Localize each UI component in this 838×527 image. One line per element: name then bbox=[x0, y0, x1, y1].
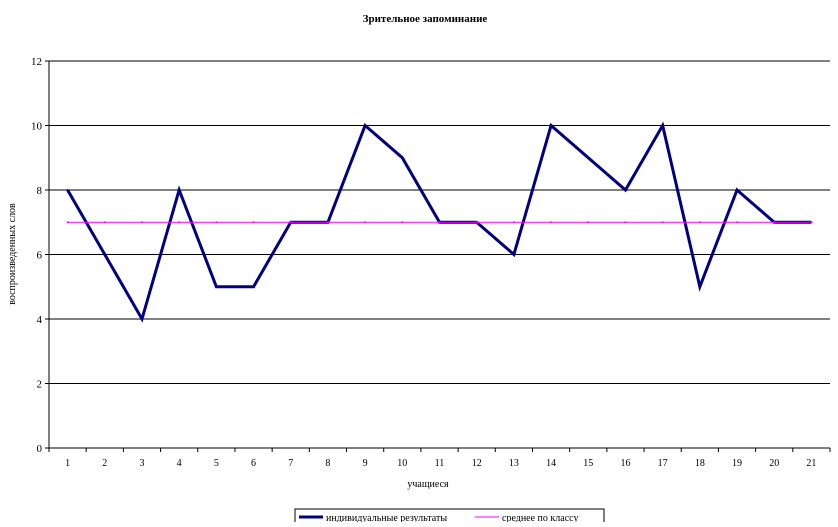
x-tick-label: 15 bbox=[583, 458, 593, 469]
y-axis-label: воспроизведенных слов bbox=[7, 203, 18, 305]
x-tick-label: 18 bbox=[695, 458, 705, 469]
y-tick-label: 2 bbox=[37, 379, 43, 391]
data-point bbox=[364, 221, 367, 224]
data-point bbox=[736, 189, 739, 191]
data-point bbox=[624, 189, 627, 191]
series-2 bbox=[66, 221, 813, 224]
y-tick-label: 8 bbox=[37, 185, 43, 197]
data-point bbox=[103, 253, 106, 256]
chart-title: Зрительное запоминание bbox=[363, 13, 488, 25]
data-point bbox=[661, 221, 664, 224]
legend: индивидуальные результаты среднее по клас… bbox=[294, 508, 605, 526]
y-tick-label: 0 bbox=[37, 443, 43, 455]
data-point bbox=[587, 156, 590, 159]
x-tick-label: 20 bbox=[769, 458, 779, 469]
y-tick-label: 4 bbox=[37, 314, 43, 326]
x-tick-label: 7 bbox=[288, 458, 293, 469]
data-point bbox=[289, 221, 292, 224]
x-tick-label: 3 bbox=[139, 458, 144, 469]
x-tick-label: 13 bbox=[509, 458, 519, 469]
x-tick-label: 8 bbox=[325, 458, 330, 469]
data-point bbox=[698, 221, 701, 224]
data-point bbox=[810, 221, 813, 224]
data-point bbox=[736, 221, 739, 224]
data-point bbox=[178, 189, 181, 191]
x-tick-label: 17 bbox=[658, 458, 668, 469]
data-point bbox=[401, 221, 404, 224]
data-point bbox=[401, 156, 404, 159]
data-point bbox=[140, 318, 143, 320]
data-point bbox=[438, 221, 441, 224]
data-point bbox=[550, 221, 553, 224]
x-tick-label: 10 bbox=[397, 458, 407, 469]
x-tick-label: 21 bbox=[806, 458, 816, 469]
data-point bbox=[698, 285, 701, 288]
x-tick-label: 12 bbox=[472, 458, 482, 469]
x-tick-label: 1 bbox=[65, 458, 70, 469]
data-point bbox=[252, 285, 255, 288]
data-point bbox=[215, 285, 218, 288]
data-point bbox=[773, 221, 776, 224]
data-point bbox=[364, 124, 367, 127]
data-point bbox=[512, 221, 515, 224]
data-point bbox=[624, 221, 627, 224]
data-point bbox=[587, 221, 590, 224]
data-point bbox=[661, 124, 664, 127]
data-point bbox=[66, 221, 69, 224]
legend-label: индивидуальные результаты bbox=[326, 513, 447, 522]
data-point bbox=[252, 221, 255, 224]
legend-label: среднее по классу bbox=[502, 513, 578, 522]
data-point bbox=[550, 124, 553, 127]
series-lines bbox=[66, 121, 813, 323]
x-tick-label: 16 bbox=[620, 458, 630, 469]
x-tick-label: 9 bbox=[363, 458, 368, 469]
data-point bbox=[512, 253, 515, 256]
x-tick-label: 4 bbox=[177, 458, 182, 469]
y-tick-label: 6 bbox=[37, 250, 43, 262]
y-tick-label: 12 bbox=[31, 56, 42, 68]
data-point bbox=[178, 221, 181, 224]
x-axis-label: учащиеся bbox=[407, 479, 449, 490]
data-point bbox=[66, 189, 69, 191]
data-point bbox=[215, 221, 218, 224]
x-tick-label: 2 bbox=[102, 458, 107, 469]
x-tick-label: 19 bbox=[732, 458, 742, 469]
x-tick-label: 14 bbox=[546, 458, 556, 469]
data-point bbox=[103, 221, 106, 224]
y-tick-label: 10 bbox=[31, 121, 43, 133]
data-point bbox=[475, 221, 478, 224]
data-point bbox=[140, 221, 143, 224]
x-tick-label: 6 bbox=[251, 458, 256, 469]
x-tick-label: 5 bbox=[214, 458, 219, 469]
data-point bbox=[326, 221, 329, 224]
x-tick-label: 11 bbox=[435, 458, 445, 469]
